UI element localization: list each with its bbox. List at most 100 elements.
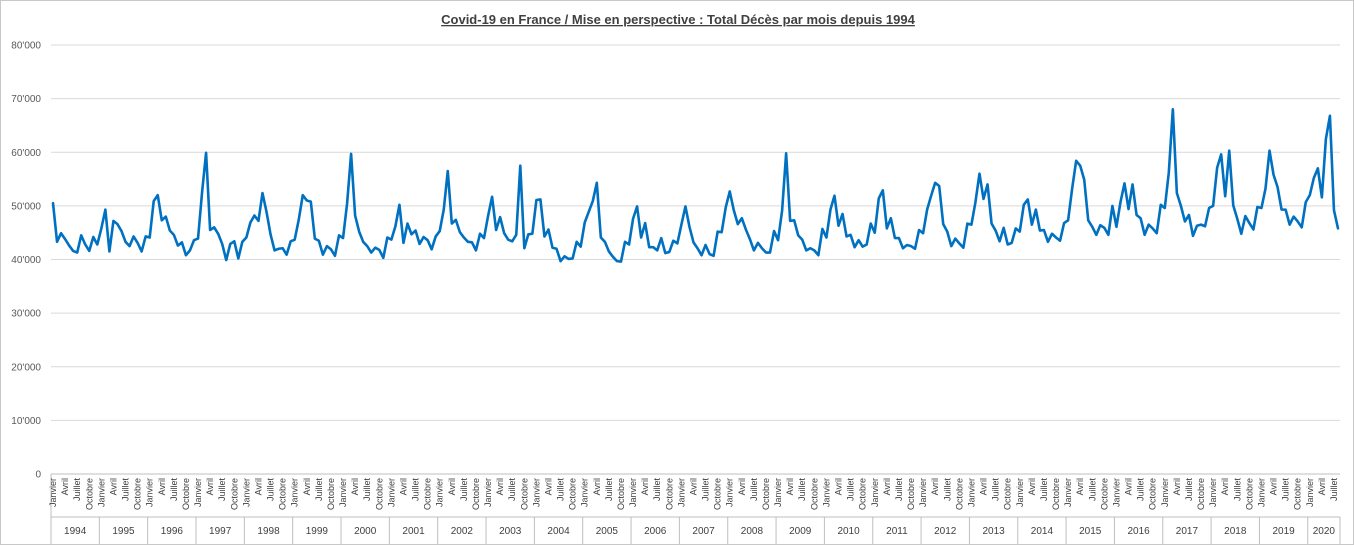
data-point	[986, 183, 988, 185]
data-point	[471, 241, 473, 243]
data-point	[362, 241, 364, 243]
data-point	[1127, 208, 1129, 210]
data-point	[680, 223, 682, 225]
data-point	[535, 199, 537, 201]
data-point	[281, 247, 283, 249]
data-point	[439, 230, 441, 232]
data-point	[656, 249, 658, 251]
data-point	[616, 260, 618, 262]
data-point	[567, 258, 569, 260]
month-tick-label: Octobre	[954, 478, 964, 510]
data-point	[390, 238, 392, 240]
data-point	[954, 237, 956, 239]
data-point	[773, 230, 775, 232]
year-label: 1996	[161, 526, 184, 537]
data-point	[237, 257, 239, 259]
data-point	[1043, 229, 1045, 231]
data-point	[294, 238, 296, 240]
data-point	[696, 247, 698, 249]
data-point	[966, 222, 968, 224]
data-point	[978, 173, 980, 175]
data-point	[761, 247, 763, 249]
data-point	[217, 233, 219, 235]
data-point	[652, 246, 654, 248]
data-point	[1103, 227, 1105, 229]
data-point	[1091, 226, 1093, 228]
month-tick-label: Juillet	[1329, 478, 1339, 502]
month-tick-label: Janvier	[1063, 478, 1073, 507]
data-point	[1180, 205, 1182, 207]
month-tick-label: Juillet	[1281, 478, 1291, 502]
year-label: 2017	[1176, 526, 1199, 537]
data-point	[193, 239, 195, 241]
data-point	[209, 229, 211, 231]
year-label: 2011	[886, 526, 908, 537]
data-point	[1172, 108, 1174, 110]
data-point	[1107, 234, 1109, 236]
month-tick-label: Juillet	[72, 478, 82, 502]
data-point	[1019, 230, 1021, 232]
data-point	[765, 251, 767, 253]
month-tick-label: Janvier	[48, 478, 58, 507]
data-point	[813, 249, 815, 251]
month-tick-label: Octobre	[229, 478, 239, 510]
month-tick-label: Janvier	[821, 478, 831, 507]
month-tick-label: Janvier	[483, 478, 493, 507]
data-point	[1256, 206, 1258, 208]
data-point	[112, 220, 114, 222]
y-tick-label: 20'000	[11, 362, 41, 373]
data-point	[1059, 240, 1061, 242]
month-tick-label: Avril	[447, 478, 457, 495]
data-point	[80, 234, 82, 236]
data-point	[588, 211, 590, 213]
year-label: 2000	[354, 526, 377, 537]
data-point	[475, 249, 477, 251]
data-point	[60, 232, 62, 234]
data-point	[950, 245, 952, 247]
month-tick-label: Avril	[1172, 478, 1182, 495]
data-point	[1236, 218, 1238, 220]
data-point	[733, 209, 735, 211]
data-point	[1192, 235, 1194, 237]
data-point	[132, 235, 134, 237]
data-point	[434, 235, 436, 237]
month-tick-label: Juillet	[314, 478, 324, 502]
month-tick-label: Avril	[1317, 478, 1327, 495]
data-point	[1305, 201, 1307, 203]
data-point	[1023, 204, 1025, 206]
data-point	[318, 240, 320, 242]
data-point	[801, 238, 803, 240]
data-point	[1051, 233, 1053, 235]
data-point	[88, 250, 90, 252]
year-label: 2001	[402, 526, 425, 537]
data-point	[225, 259, 227, 261]
year-label: 1999	[306, 526, 329, 537]
data-point	[1280, 208, 1282, 210]
data-point	[233, 240, 235, 242]
series-layer	[51, 108, 1340, 263]
data-point	[342, 237, 344, 239]
data-point	[1131, 183, 1133, 185]
data-point	[527, 233, 529, 235]
month-tick-label: Octobre	[519, 478, 529, 510]
month-tick-label: Avril	[1124, 478, 1134, 495]
data-point	[1176, 192, 1178, 194]
data-point	[998, 240, 1000, 242]
data-point	[1200, 223, 1202, 225]
data-point	[1047, 241, 1049, 243]
data-point	[455, 219, 457, 221]
data-point	[604, 241, 606, 243]
data-point	[1321, 196, 1323, 198]
data-point	[1168, 171, 1170, 173]
data-point	[918, 229, 920, 231]
year-label: 2003	[499, 526, 522, 537]
data-point	[144, 235, 146, 237]
data-point	[833, 194, 835, 196]
month-tick-label: Juillet	[556, 478, 566, 502]
month-tick-label: Avril	[1220, 478, 1230, 495]
data-point	[781, 210, 783, 212]
data-point	[821, 228, 823, 230]
data-point	[1325, 138, 1327, 140]
data-point	[894, 237, 896, 239]
data-point	[745, 228, 747, 230]
